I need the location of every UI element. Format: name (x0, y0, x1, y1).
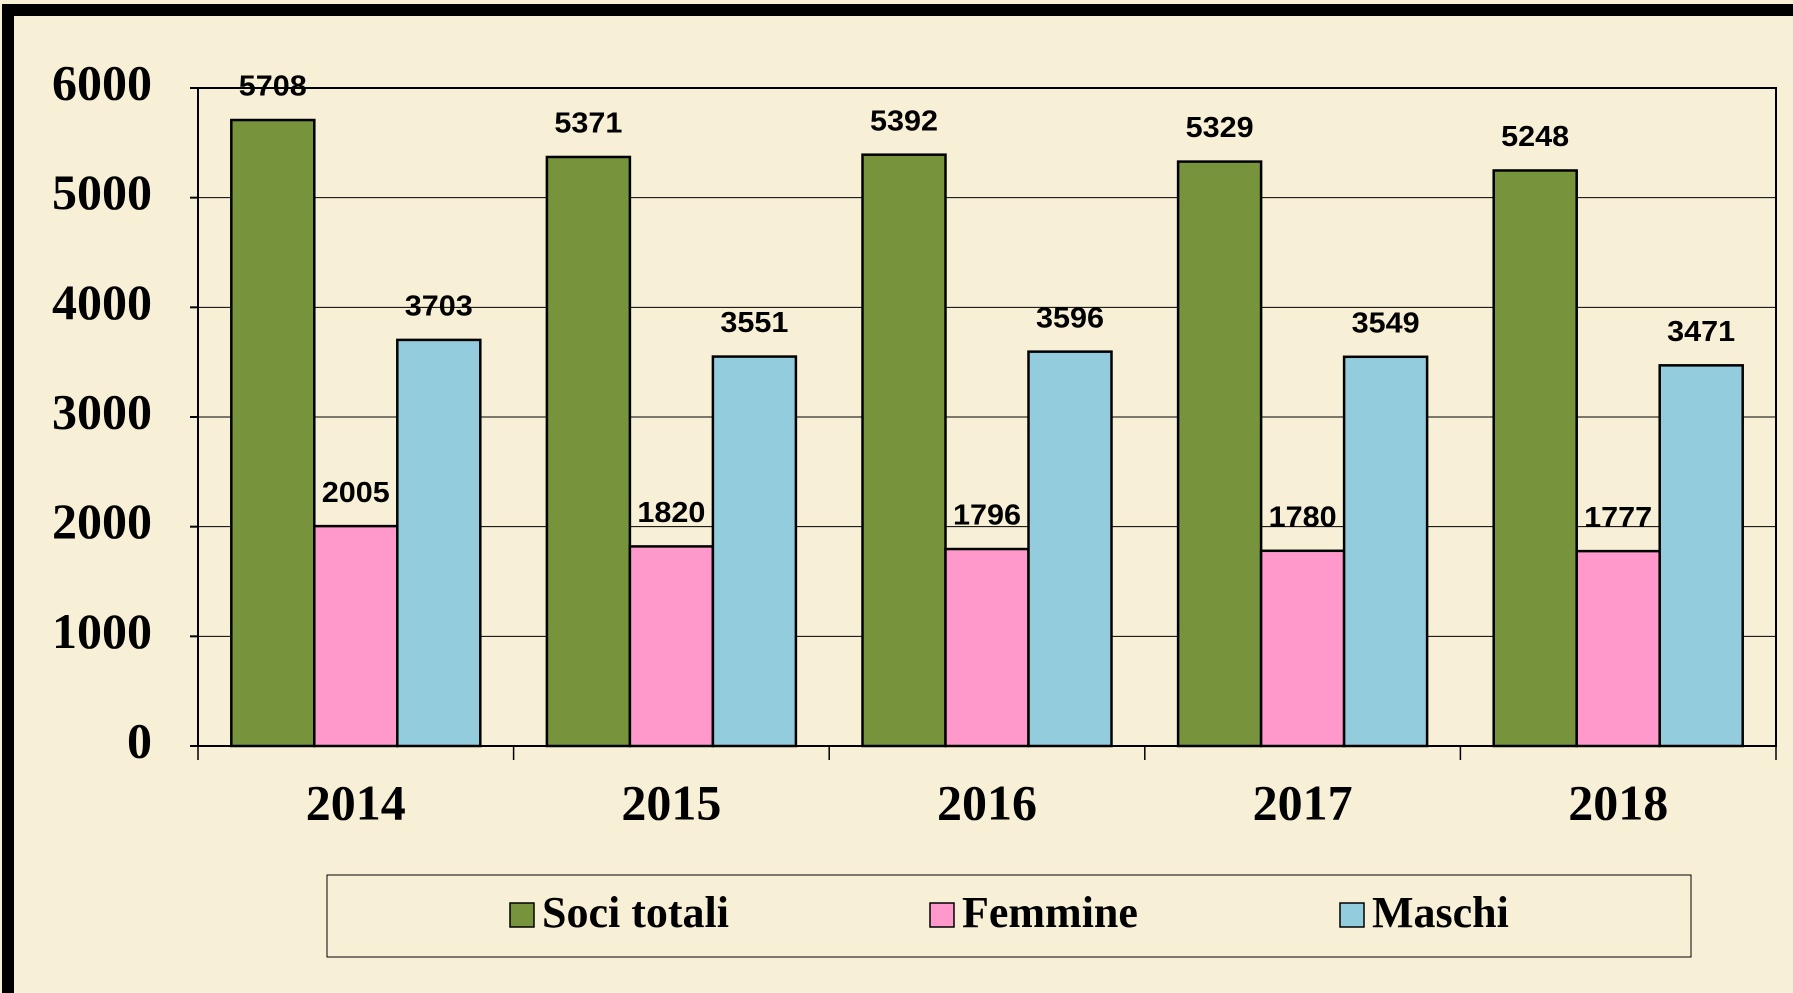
bar (230, 118, 316, 748)
frame (2, 4, 1793, 993)
data-label: 1780 (1269, 501, 1337, 533)
bar (628, 545, 715, 748)
x-tick-label: 2016 (937, 774, 1037, 830)
x-tick-label: 2018 (1568, 774, 1668, 830)
data-label: 1820 (637, 497, 705, 529)
data-label: 2005 (322, 477, 390, 509)
bar (313, 524, 399, 748)
data-label: 3596 (1036, 302, 1104, 334)
data-label: 1796 (953, 500, 1021, 532)
legend-label: Soci totali (542, 888, 729, 937)
data-label: 1777 (1584, 502, 1652, 534)
data-label: 5371 (554, 108, 622, 140)
data-label: 3471 (1667, 316, 1735, 348)
bar (1259, 549, 1346, 748)
bar (1492, 169, 1578, 748)
y-tick-label: 3000 (52, 383, 152, 439)
bar (545, 155, 632, 748)
y-tick-label: 2000 (52, 493, 152, 549)
bar (1176, 160, 1263, 748)
data-label: 5329 (1186, 112, 1254, 144)
y-tick-label: 5000 (52, 164, 152, 220)
x-tick-label: 2015 (621, 774, 721, 830)
legend-label: Femmine (962, 888, 1138, 937)
bar (711, 355, 798, 748)
bar (861, 153, 947, 748)
legend-box (326, 874, 1692, 958)
legend-swatch (1339, 902, 1365, 928)
bar (1027, 350, 1113, 748)
data-label: 3549 (1352, 307, 1420, 339)
bar (1342, 355, 1429, 748)
y-tick-label: 6000 (52, 54, 152, 110)
x-tick-label: 2014 (306, 774, 406, 830)
data-label: 5392 (870, 105, 938, 137)
bar (944, 547, 1030, 748)
legend-swatch (509, 902, 535, 928)
data-label: 3551 (720, 307, 788, 339)
bar (1658, 364, 1744, 748)
y-tick-label: 1000 (52, 603, 152, 659)
data-label: 3703 (405, 291, 473, 323)
y-tick-label: 0 (127, 712, 152, 768)
x-tick-label: 2017 (1253, 774, 1353, 830)
bar (396, 338, 482, 748)
y-tick-label: 4000 (52, 274, 152, 330)
data-label: 5248 (1501, 121, 1569, 153)
legend-swatch (929, 902, 955, 928)
data-label: 5708 (239, 71, 307, 103)
bar (1575, 549, 1661, 748)
legend-label: Maschi (1372, 888, 1509, 937)
